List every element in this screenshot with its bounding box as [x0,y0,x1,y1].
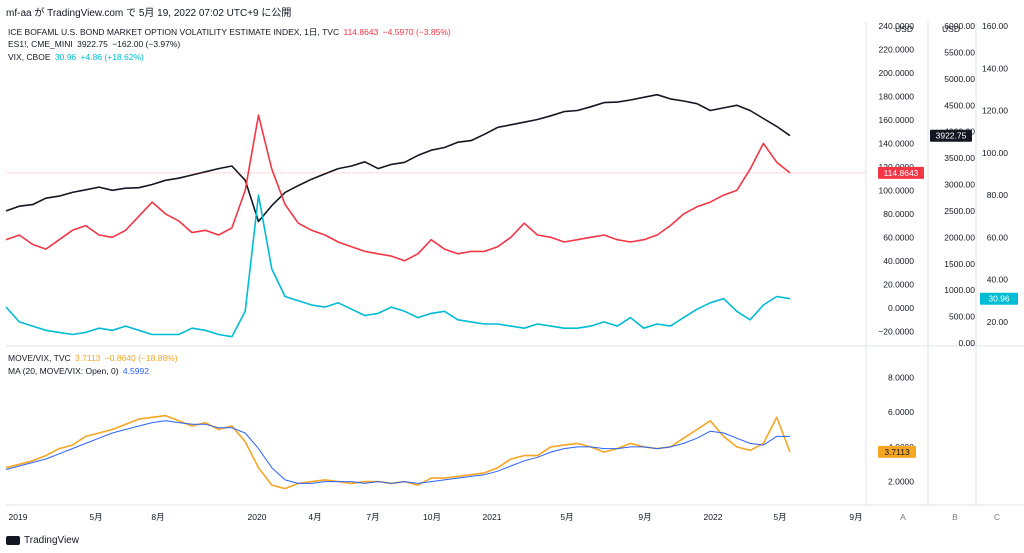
legend-vix-name: VIX, CBOE [8,52,51,62]
axis-c-tick: 60.00 [987,232,1009,242]
axis-c-tick: 80.00 [987,190,1009,200]
x-tick-label: 5月 [773,512,786,522]
axis-a-bottom-tick: 8.0000 [888,372,914,382]
axis-a-tick: 0.0000 [888,303,914,313]
legend-ratio-name: MOVE/VIX, TVC [8,353,71,363]
x-tick-label: 7月 [366,512,379,522]
x-tick-label: 2019 [9,512,28,522]
legend-move-chg: −4.5970 (−3.85%) [382,27,451,37]
axis-b-tick: 0.00 [958,338,975,348]
badge-move-bg [878,166,924,179]
legend-es-last: 3922.75 [77,39,108,49]
axis-a-tick: 100.0000 [879,185,915,195]
scale-b-button: B [952,512,958,522]
legend-ma-last: 4.5992 [122,366,149,376]
badge-es: 3922.75 [936,131,967,141]
axis-c-tick: 140.00 [982,63,1008,73]
x-tick-label: 5月 [89,512,102,522]
legend-ma[interactable]: MA (20, MOVE/VIX: Open, 0) 4.5992 [8,366,151,376]
axis-a-tick: 240.0000 [879,21,915,31]
axis-b-unit: USD [942,24,960,34]
publish-header: mf-aa が TradingView.com で 5月 19, 2022 07… [6,8,292,19]
legend-es[interactable]: ES1!, CME_MINI 3922.75 −162.00 (−3.97%) [8,39,182,49]
axis-c-tick: 40.00 [987,275,1009,285]
axis-b-tick: 5000.00 [944,74,975,84]
badge-es-bg [930,129,972,142]
x-tick-label: 9月 [638,512,651,522]
x-tick-label: 8月 [151,512,164,522]
legend-ma-name: MA (20, MOVE/VIX: Open, 0) [8,366,119,376]
legend-es-chg: −162.00 (−3.97%) [112,39,181,49]
axis-b-tick: 5500.00 [944,47,975,57]
axis-c-tick: 120.00 [982,106,1008,116]
badge-ratio: 3.7113 [884,447,910,457]
axis-a-tick: 60.0000 [883,232,914,242]
axis-a-tick: 40.0000 [883,256,914,266]
axis-a-tick: 140.0000 [879,138,915,148]
badge-vix-bg [980,292,1018,305]
axis-b-tick: 3000.00 [944,180,975,190]
x-tick-label: 2021 [483,512,502,522]
tradingview-brand: TradingView [24,535,80,546]
axis-b-tick: 3500.00 [944,153,975,163]
badge-vix: 30.96 [988,294,1010,304]
tradingview-footer: TradingView [6,535,79,546]
legend-ratio[interactable]: MOVE/VIX, TVC 3.7113 −0.8640 (−18.88%) [8,353,180,363]
badge-move: 114.8643 [884,168,919,178]
axis-b-tick: 4000.00 [944,127,975,137]
scale-a-button: A [900,512,906,522]
legend-move-last: 114.8643 [343,27,379,37]
legend-move[interactable]: ICE BOFAML U.S. BOND MARKET OPTION VOLAT… [8,26,453,38]
series-line-move-vix [5,414,791,490]
axis-a-tick: 20.0000 [883,279,914,289]
axis-a-tick: 160.0000 [879,115,915,125]
legend-ratio-chg: −0.8640 (−18.88%) [104,353,178,363]
x-tick-label: 5月 [560,512,573,522]
axis-c-tick: 20.00 [987,317,1009,327]
x-tick-label: 4月 [308,512,321,522]
x-tick-label: 2020 [248,512,267,522]
axis-a-tick: 120.0000 [879,162,915,172]
x-tick-label: 9月 [849,512,862,522]
axis-a-tick: 80.0000 [883,209,914,219]
legend-vix-last: 30.96 [54,52,77,62]
axis-a-tick: 200.0000 [879,68,915,78]
series-line-move [5,114,791,262]
axis-a-tick: −20.0000 [878,326,914,336]
legend-es-name: ES1!, CME_MINI [8,39,73,49]
legend-ratio-last: 3.7113 [75,353,101,363]
axis-c-tick: 100.00 [982,148,1008,158]
axis-b-tick: 4500.00 [944,100,975,110]
axis-a-tick: 220.0000 [879,44,915,54]
tradingview-logo-icon [6,536,20,545]
series-line-es1- [5,93,791,223]
scale-c-button: C [994,512,1000,522]
axis-a-tick: 180.0000 [879,91,915,101]
axis-a-bottom-tick: 6.0000 [888,407,914,417]
axis-b-tick: 2500.00 [944,206,975,216]
legend-vix-chg: +4.86 (+18.62%) [80,52,144,62]
x-tick-label: 2022 [704,512,723,522]
axis-b-tick: 2000.00 [944,232,975,242]
series-line-ma-20 [5,420,790,484]
badge-ratio-bg [878,445,916,458]
axis-b-tick: 1500.00 [944,259,975,269]
axis-b-tick: 1000.00 [944,285,975,295]
x-tick-label: 10月 [423,512,441,522]
legend-move-name: ICE BOFAML U.S. BOND MARKET OPTION VOLAT… [8,27,340,37]
axis-b-tick: 6000.00 [944,21,975,31]
series-line-vix [5,194,791,338]
axis-b-tick: 500.00 [949,312,975,322]
axis-c-tick: 160.00 [982,21,1008,31]
axis-a-unit: USD [895,24,913,34]
axis-a-bottom-tick: 4.0000 [888,442,914,452]
legend-vix[interactable]: VIX, CBOE 30.96 +4.86 (+18.62%) [8,52,146,62]
axis-a-bottom-tick: 2.0000 [888,477,914,487]
